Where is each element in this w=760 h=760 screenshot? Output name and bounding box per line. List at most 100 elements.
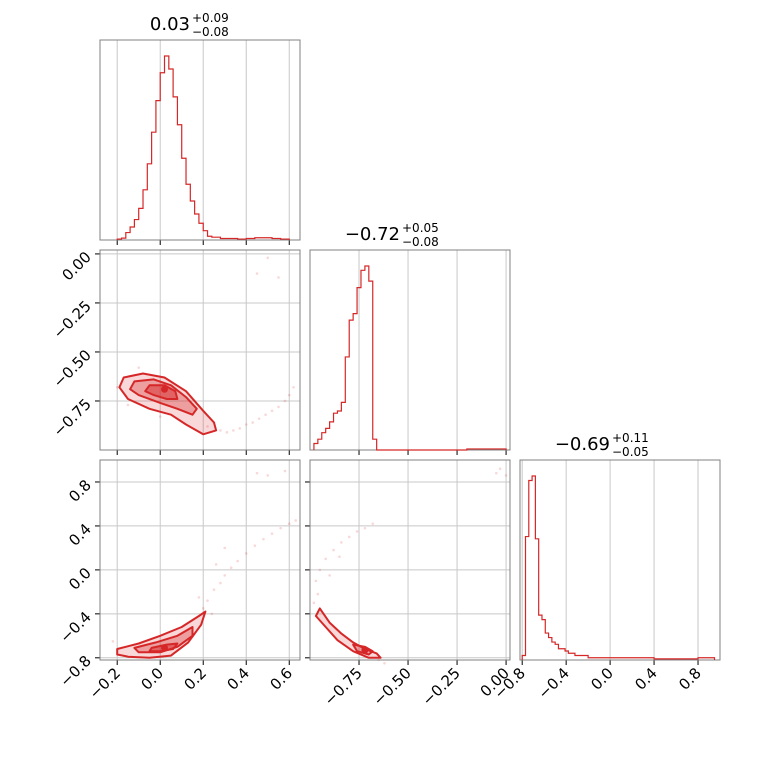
sample-point xyxy=(324,557,327,561)
histogram-line xyxy=(313,265,507,451)
sample-point xyxy=(251,421,254,424)
sample-point xyxy=(316,592,320,596)
sample-point xyxy=(214,563,218,566)
title-value: 0.03 xyxy=(150,14,190,35)
sample-point xyxy=(236,559,239,563)
density-contour xyxy=(314,607,382,659)
histogram-line xyxy=(521,475,716,660)
sample-point xyxy=(201,607,205,610)
title-lower-error: −0.05 xyxy=(612,445,649,459)
y-tick-label: −0.75 xyxy=(50,395,95,440)
x-tick-label: −0.25 xyxy=(419,664,464,709)
y-tick-label: 0.00 xyxy=(58,248,94,284)
param-title: −0.72 +0.05−0.08 xyxy=(345,221,439,249)
sample-point xyxy=(253,544,257,548)
sample-point xyxy=(314,579,318,583)
sample-point xyxy=(126,403,130,407)
sample-point xyxy=(244,552,248,555)
x-tick-label: −0.75 xyxy=(321,664,366,709)
title-lower-error: −0.08 xyxy=(192,25,229,39)
y-tick-label: −0.25 xyxy=(50,297,95,342)
sample-point xyxy=(137,366,141,369)
title-value: −0.72 xyxy=(345,224,400,245)
sample-point xyxy=(257,417,261,420)
x-tick-label: 0.8 xyxy=(675,664,705,694)
sample-point xyxy=(498,467,502,471)
sample-point xyxy=(262,537,265,541)
title-upper-error: +0.09 xyxy=(192,11,229,25)
scatter-panel-frame xyxy=(309,459,511,661)
sample-point xyxy=(223,574,227,577)
x-tick-label: 0.4 xyxy=(223,664,253,694)
sample-point xyxy=(158,415,162,418)
title-lower-error: −0.08 xyxy=(402,235,439,249)
sample-point xyxy=(283,399,287,403)
sample-point xyxy=(279,526,282,530)
x-tick-label: −0.50 xyxy=(370,664,415,709)
sample-point xyxy=(223,546,227,550)
sample-point xyxy=(283,469,287,473)
density-peak xyxy=(161,385,169,393)
y-tick-label: 0.8 xyxy=(65,476,95,506)
sample-point xyxy=(328,574,331,577)
sample-point xyxy=(338,555,341,559)
y-tick-label: −0.8 xyxy=(56,652,94,690)
sample-point xyxy=(363,526,367,530)
sample-point xyxy=(255,272,259,275)
y-tick-label: 0.0 xyxy=(65,564,95,594)
sample-point xyxy=(111,640,115,643)
sample-point xyxy=(238,427,242,430)
sample-point xyxy=(266,256,270,260)
title-upper-error: +0.11 xyxy=(612,431,649,445)
sample-point xyxy=(383,661,386,665)
sample-point xyxy=(294,519,297,522)
sample-point xyxy=(255,471,259,475)
title-upper-error: +0.05 xyxy=(402,221,439,235)
sample-point xyxy=(212,588,216,591)
histogram-line xyxy=(116,55,290,240)
x-tick-label: −0.4 xyxy=(534,664,572,702)
sample-point xyxy=(340,541,343,544)
hist-panel-frame xyxy=(99,39,301,241)
density-peak xyxy=(361,646,369,654)
hist-panel-frame xyxy=(309,249,511,451)
sample-point xyxy=(219,429,222,432)
x-tick-label: 0.0 xyxy=(587,664,617,694)
sample-point xyxy=(277,405,280,409)
sample-point xyxy=(232,429,235,432)
scatter-panel-frame xyxy=(99,459,301,661)
x-tick-label: 0.4 xyxy=(631,664,661,694)
sample-point xyxy=(494,471,498,475)
y-tick-label: 0.4 xyxy=(65,520,95,550)
sample-point xyxy=(206,599,209,602)
sample-point xyxy=(332,548,335,552)
x-tick-label: 0.0 xyxy=(137,664,167,694)
scatter-panel-frame xyxy=(99,249,301,451)
sample-point xyxy=(206,425,209,428)
y-tick-label: −0.4 xyxy=(56,608,94,646)
sample-point xyxy=(504,474,508,477)
sample-point xyxy=(219,581,222,585)
sample-point xyxy=(371,522,375,526)
sample-point xyxy=(266,474,270,477)
sample-point xyxy=(277,276,280,279)
sample-point xyxy=(287,393,291,397)
sample-point xyxy=(318,568,322,572)
sample-point xyxy=(292,385,295,389)
sample-point xyxy=(287,522,291,526)
sample-point xyxy=(347,535,351,539)
sample-point xyxy=(264,413,267,417)
title-value: −0.69 xyxy=(555,434,610,455)
param-title: 0.03 +0.09−0.08 xyxy=(150,11,229,39)
sample-point xyxy=(270,409,274,413)
hist-panel-frame xyxy=(519,459,721,661)
x-tick-label: 0.2 xyxy=(180,664,210,694)
y-tick-label: −0.50 xyxy=(50,346,95,391)
density-contour xyxy=(118,372,218,436)
x-tick-label: 0.6 xyxy=(266,664,296,694)
param-title: −0.69 +0.11−0.05 xyxy=(555,431,649,459)
sample-point xyxy=(197,596,201,599)
density-peak xyxy=(161,644,169,652)
sample-point xyxy=(244,423,248,426)
